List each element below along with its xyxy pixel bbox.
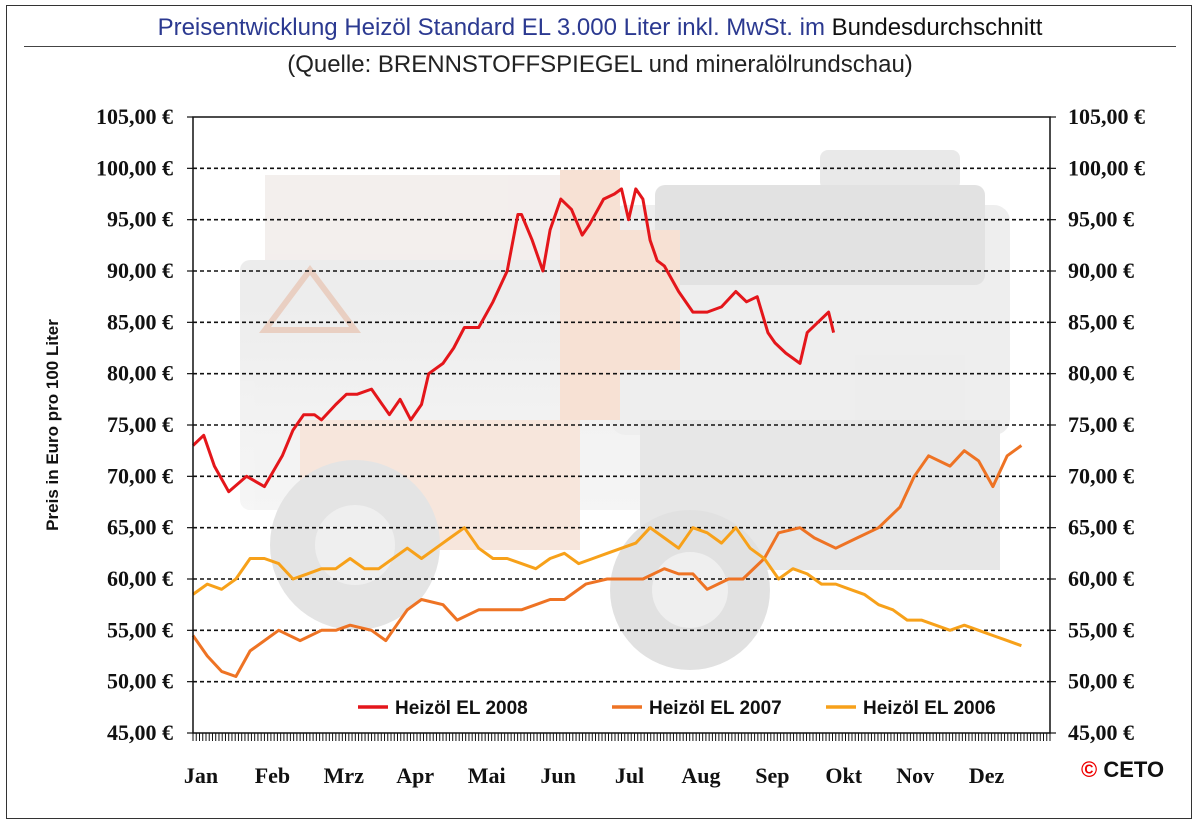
x-tick-label-dez: Dez xyxy=(969,763,1005,788)
series-lines xyxy=(191,187,1023,678)
y-tick-label-right: 50,00 € xyxy=(1068,669,1134,694)
y-tick-label-right: 90,00 € xyxy=(1068,258,1134,283)
gridlines xyxy=(193,167,1050,683)
series-line-2008 xyxy=(191,187,836,494)
y-tick-label-left: 95,00 € xyxy=(107,207,173,232)
series-line-2007 xyxy=(191,444,1023,678)
y-axis-right: 45,00 € 50,00 € 55,00 € 60,00 € 65,00 € 70,00… xyxy=(1050,104,1145,745)
chart-title: Preisentwicklung Heizöl Standard EL 3.00… xyxy=(0,14,1200,42)
y-tick-label-right: 105,00 € xyxy=(1068,104,1145,129)
y-tick-label-right: 70,00 € xyxy=(1068,463,1134,488)
y-tick-label-right: 75,00 € xyxy=(1068,412,1134,437)
y-tick-label-right: 95,00 € xyxy=(1068,207,1134,232)
y-tick-label-right: 60,00 € xyxy=(1068,566,1134,591)
x-tick-label-aug: Aug xyxy=(681,763,720,788)
y-tick-label-left: 45,00 € xyxy=(107,720,173,745)
y-tick-label-left: 105,00 € xyxy=(96,104,173,129)
y-tick-label-left: 50,00 € xyxy=(107,669,173,694)
x-tick-label-jun: Jun xyxy=(540,763,575,788)
legend-label-2006: Heizöl EL 2006 xyxy=(863,698,996,719)
x-tick-label-apr: Apr xyxy=(396,763,434,788)
y-tick-label-left: 70,00 € xyxy=(107,463,173,488)
y-axis-left: 45,00 € 50,00 € 55,00 € 60,00 € 65,00 € 70,00… xyxy=(96,104,193,745)
y-tick-label-left: 100,00 € xyxy=(96,155,173,180)
y-tick-label-right: 85,00 € xyxy=(1068,309,1134,334)
y-tick-label-left: 80,00 € xyxy=(107,361,173,386)
ceto-logo: © CETO xyxy=(1081,757,1164,783)
y-tick-label-left: 55,00 € xyxy=(107,617,173,642)
series-line-2006 xyxy=(192,526,1022,648)
logo-text: CETO xyxy=(1103,757,1165,782)
chart-title-main: Preisentwicklung Heizöl Standard EL 3.00… xyxy=(157,14,825,41)
x-tick-label-okt: Okt xyxy=(825,763,862,788)
x-tick-label-jul: Jul xyxy=(615,763,644,788)
y-tick-label-right: 55,00 € xyxy=(1068,617,1134,642)
y-tick-label-right: 65,00 € xyxy=(1068,515,1134,540)
y-tick-label-left: 75,00 € xyxy=(107,412,173,437)
y-tick-label-left: 65,00 € xyxy=(107,515,173,540)
y-tick-label-right: 80,00 € xyxy=(1068,361,1134,386)
chart-subtitle: (Quelle: BRENNSTOFFSPIEGEL und mineralöl… xyxy=(287,51,913,78)
x-axis: Jan Feb Mrz Apr Mai Jun Jul Aug Sep Okt Nov Dez xyxy=(184,733,1051,788)
y-tick-label-right: 100,00 € xyxy=(1068,155,1145,180)
title-divider xyxy=(24,46,1176,47)
x-tick-label-mrz: Mrz xyxy=(324,763,365,788)
legend: Heizöl EL 2008 Heizöl EL 2007 Heizöl EL 20… xyxy=(358,698,996,719)
x-tick-label-mai: Mai xyxy=(468,763,506,788)
y-tick-label-left: 85,00 € xyxy=(107,309,173,334)
x-tick-label-sep: Sep xyxy=(755,763,789,788)
chart-title-region: Bundesdurchschnitt xyxy=(831,14,1043,41)
y-tick-label-left: 60,00 € xyxy=(107,566,173,591)
legend-label-2008: Heizöl EL 2008 xyxy=(395,698,528,719)
truck-background-image xyxy=(240,150,1010,670)
x-tick-label-jan: Jan xyxy=(184,763,218,788)
y-tick-label-right: 45,00 € xyxy=(1068,720,1134,745)
legend-label-2007: Heizöl EL 2007 xyxy=(649,698,782,719)
plot-area-border xyxy=(192,116,1051,734)
y-tick-label-left: 90,00 € xyxy=(107,258,173,283)
copyright-symbol: © xyxy=(1081,757,1098,782)
y-axis-label: Preis in Euro pro 100 Liter xyxy=(43,319,62,531)
x-tick-label-nov: Nov xyxy=(896,763,934,788)
x-tick-label-feb: Feb xyxy=(255,763,290,788)
